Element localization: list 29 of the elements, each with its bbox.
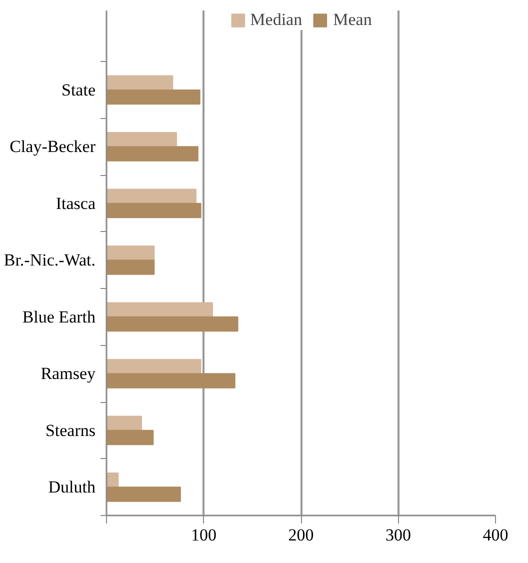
bar	[106, 302, 214, 318]
bar	[106, 358, 202, 374]
bar	[106, 75, 174, 90]
bar	[106, 202, 202, 218]
bar	[106, 430, 154, 446]
y-tick-label: Duluth	[48, 478, 96, 497]
x-tick-label: 100	[191, 526, 216, 544]
y-tick-label: Blue Earth	[22, 307, 96, 326]
legend-label: Median	[250, 10, 302, 30]
bar	[106, 260, 155, 275]
bar	[106, 89, 200, 105]
bar	[106, 146, 198, 162]
x-tick-label: 400	[482, 526, 508, 544]
y-tick-label: Ramsey	[40, 364, 96, 384]
bar	[106, 132, 178, 148]
y-tick-label: Stearns	[45, 420, 96, 440]
y-tick-label: Br.-Nic.-Wat.	[4, 250, 96, 270]
y-tick-label: State	[62, 80, 96, 100]
bar	[106, 373, 236, 388]
bar	[106, 245, 155, 261]
x-tick-label: 200	[288, 526, 314, 544]
bar	[106, 486, 181, 502]
legend-label: Mean	[333, 10, 372, 30]
x-tick-label: 300	[386, 526, 411, 544]
bar	[106, 188, 196, 204]
y-tick-label: Clay-Becker	[10, 137, 96, 156]
bar	[106, 416, 142, 431]
bar	[106, 316, 238, 332]
y-tick-label: Itasca	[56, 194, 96, 213]
